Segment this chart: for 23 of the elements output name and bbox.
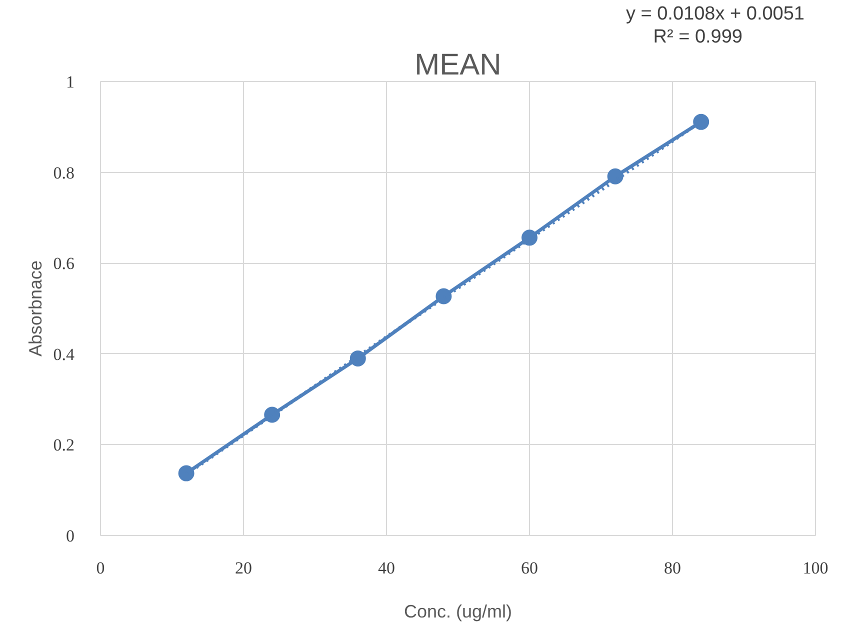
y-axis-title: Absorbnace	[25, 260, 46, 357]
text: y = 0.0108x + 0.0051	[626, 4, 805, 24]
point	[350, 350, 366, 366]
y-tick-label: 1	[66, 72, 74, 92]
y-tick-label: 0.6	[53, 254, 74, 274]
point	[607, 168, 624, 184]
x-tick-label: 40	[378, 558, 395, 578]
point	[264, 406, 280, 423]
y-tick-label: 0.8	[53, 163, 74, 182]
point	[522, 230, 538, 246]
point	[178, 465, 194, 482]
y-tick-label: 0.4	[53, 344, 75, 364]
x-tick-label: 60	[521, 558, 538, 578]
chart-title: MEAN	[414, 48, 502, 82]
y-tick-label: 0	[66, 526, 74, 546]
x-axis-title: Conc. (ug/ml)	[404, 602, 512, 622]
x-tick-label: 0	[96, 558, 105, 578]
x-tick-label: 100	[802, 558, 828, 578]
y-tick-label: 0.2	[53, 436, 74, 455]
x-tick-label: 20	[235, 558, 252, 578]
x-tick-label: 80	[664, 558, 681, 578]
text: R² = 0.999	[653, 26, 742, 48]
point	[693, 114, 710, 130]
